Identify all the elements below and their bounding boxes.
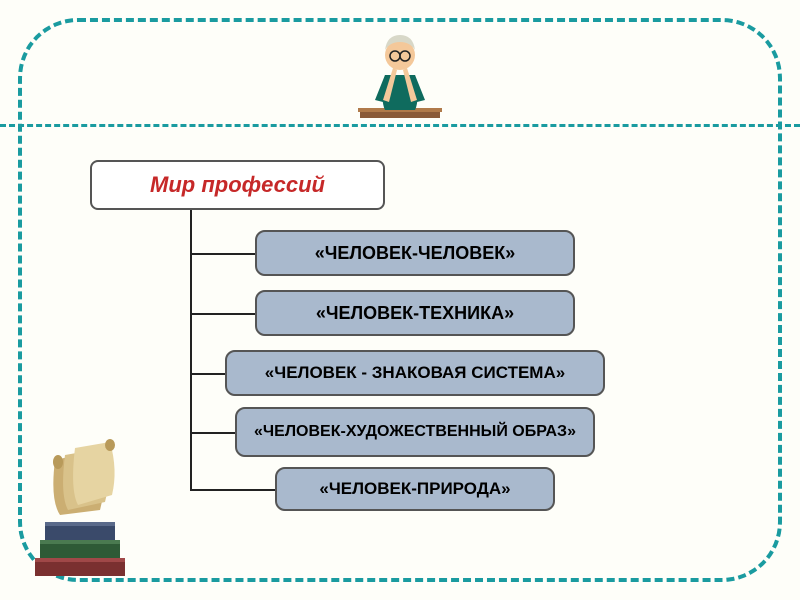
connector-branch	[190, 489, 275, 491]
category-box: «ЧЕЛОВЕК-ЧЕЛОВЕК»	[255, 230, 575, 276]
diagram-title-box: Мир профессий	[90, 160, 385, 210]
connector-branch	[190, 373, 225, 375]
books-scrolls-icon	[20, 430, 140, 580]
category-label: «ЧЕЛОВЕК-ЧЕЛОВЕК»	[315, 243, 516, 264]
person-at-desk-icon	[355, 20, 445, 125]
category-box: «ЧЕЛОВЕК-ТЕХНИКА»	[255, 290, 575, 336]
category-label: «ЧЕЛОВЕК-ПРИРОДА»	[319, 479, 510, 499]
category-box: «ЧЕЛОВЕК - ЗНАКОВАЯ СИСТЕМА»	[225, 350, 605, 396]
category-label: «ЧЕЛОВЕК-ХУДОЖЕСТВЕННЫЙ ОБРАЗ»	[254, 423, 576, 441]
diagram-title-text: Мир профессий	[150, 172, 325, 198]
connector-trunk	[190, 210, 192, 489]
connector-branch	[190, 432, 235, 434]
connector-branch	[190, 253, 255, 255]
category-label: «ЧЕЛОВЕК - ЗНАКОВАЯ СИСТЕМА»	[265, 363, 565, 383]
connector-branch	[190, 313, 255, 315]
category-box: «ЧЕЛОВЕК-ПРИРОДА»	[275, 467, 555, 511]
category-label: «ЧЕЛОВЕК-ТЕХНИКА»	[316, 303, 514, 324]
category-box: «ЧЕЛОВЕК-ХУДОЖЕСТВЕННЫЙ ОБРАЗ»	[235, 407, 595, 457]
